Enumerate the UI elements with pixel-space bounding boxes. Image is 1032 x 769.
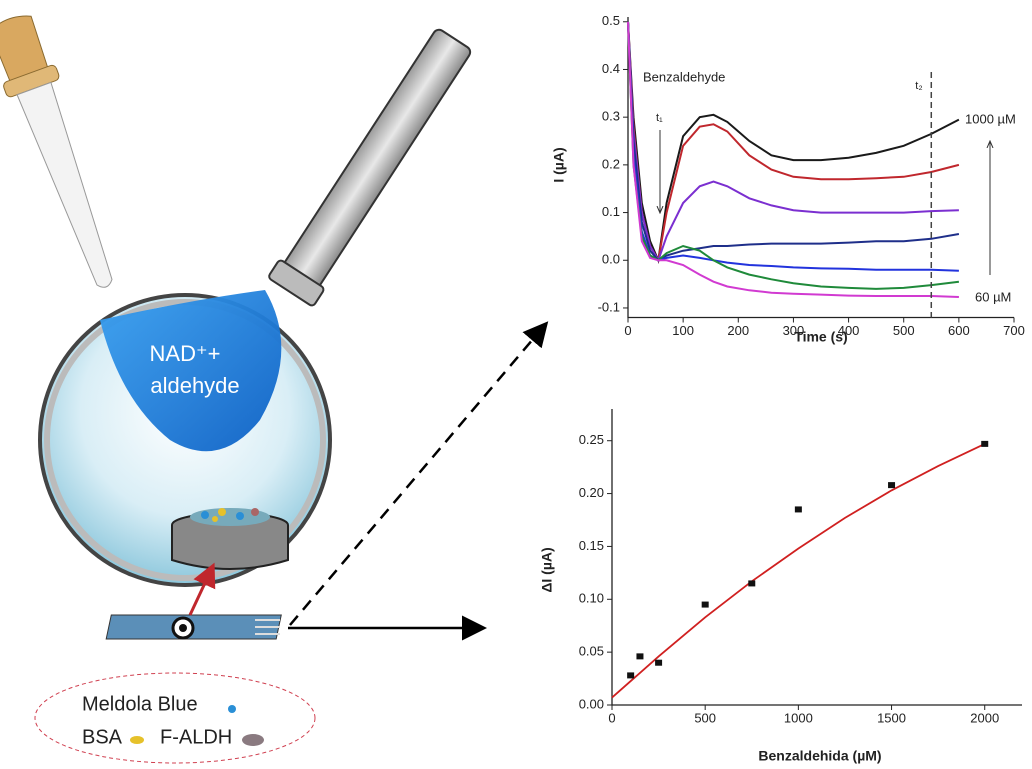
point — [655, 660, 662, 666]
y-axis-label: I (µA) — [551, 147, 567, 182]
x-tick-label: 2000 — [970, 710, 999, 725]
legend-icon — [242, 734, 264, 746]
legend-text: Meldola Blue — [82, 693, 198, 715]
x-axis-label: Benzaldehida (µM) — [758, 748, 881, 764]
axis — [628, 17, 1014, 318]
x-tick-label: 0 — [608, 710, 615, 725]
legend-icon — [228, 705, 236, 713]
y-tick-label: 0.25 — [579, 432, 604, 447]
line — [628, 22, 959, 260]
x-tick-label: 1500 — [877, 710, 906, 725]
fit-line — [612, 444, 985, 698]
y-tick-label: 0.2 — [602, 156, 620, 171]
drop-label: NAD⁺+ — [150, 341, 221, 366]
line — [628, 22, 959, 260]
y-tick-label: 0.0 — [602, 252, 620, 267]
point — [702, 602, 709, 608]
x-axis-label: Time (s) — [794, 329, 847, 345]
x-tick-label: 700 — [1003, 323, 1025, 338]
line — [628, 22, 959, 271]
annotation: t₁ — [656, 112, 663, 124]
x-tick-label: 600 — [948, 323, 970, 338]
annotation: Benzaldehyde — [643, 69, 725, 84]
y-tick-label: 0.10 — [579, 591, 604, 606]
figure: NAD⁺+ aldehyde Meldola Blue BSA F-ALDH 0… — [0, 0, 1032, 769]
y-tick-label: 0.5 — [602, 13, 620, 28]
line — [628, 22, 959, 260]
point — [888, 482, 895, 488]
magnifier — [40, 24, 477, 585]
point — [981, 441, 988, 447]
x-tick-label: 500 — [893, 323, 915, 338]
y-tick-label: 0.00 — [579, 696, 604, 711]
y-tick-label: 0.4 — [602, 61, 620, 76]
line — [628, 22, 959, 260]
annotation: 1000 µM — [965, 111, 1016, 126]
point — [627, 672, 634, 678]
y-axis-label: ΔI (µA) — [539, 547, 555, 592]
legend-text: F-ALDH — [160, 726, 232, 748]
annotation: t₂ — [915, 80, 922, 92]
y-tick-label: 0.3 — [602, 109, 620, 124]
legend-text: BSA — [82, 726, 123, 748]
dropper — [0, 9, 132, 296]
drop-label: aldehyde — [150, 373, 239, 398]
y-tick-label: 0.05 — [579, 644, 604, 659]
x-tick-label: 200 — [727, 323, 749, 338]
y-tick-label: 0.1 — [602, 204, 620, 219]
point — [748, 580, 755, 586]
x-tick-label: 100 — [672, 323, 694, 338]
axis — [612, 409, 1022, 705]
point — [636, 653, 643, 659]
x-tick-label: 0 — [624, 323, 631, 338]
legend-icon — [130, 736, 144, 744]
y-tick-label: -0.1 — [598, 299, 620, 314]
arrow — [290, 325, 545, 625]
y-tick-label: 0.20 — [579, 485, 604, 500]
annotation: 60 µM — [975, 289, 1011, 304]
y-tick-label: 0.15 — [579, 538, 604, 553]
point — [795, 506, 802, 512]
legend-box — [35, 673, 315, 763]
x-tick-label: 1000 — [784, 710, 813, 725]
x-tick-label: 500 — [694, 710, 716, 725]
